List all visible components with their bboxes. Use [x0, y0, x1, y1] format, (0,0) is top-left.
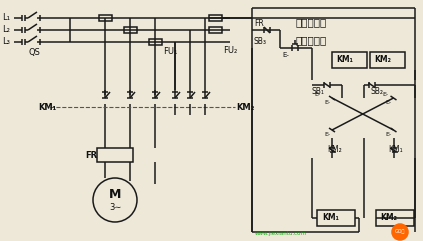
- Text: KM₁: KM₁: [336, 55, 353, 65]
- Text: KM₂: KM₂: [236, 102, 254, 112]
- Text: KM₁: KM₁: [38, 102, 56, 112]
- Circle shape: [392, 224, 408, 240]
- Bar: [148, 39, 162, 45]
- Text: FU₁: FU₁: [163, 47, 177, 56]
- Text: www.jiexiantu.com: www.jiexiantu.com: [255, 232, 307, 236]
- Bar: [99, 15, 112, 21]
- Bar: [370, 52, 405, 68]
- Bar: [317, 210, 355, 226]
- Text: 正反转控制: 正反转控制: [295, 35, 326, 45]
- Bar: [376, 210, 414, 226]
- Text: E-: E-: [314, 93, 320, 98]
- Text: FR: FR: [254, 20, 264, 28]
- Text: FR: FR: [85, 150, 97, 160]
- Bar: [124, 27, 137, 33]
- Text: GO玩: GO玩: [395, 229, 405, 234]
- Text: KM₂: KM₂: [374, 55, 391, 65]
- Text: 双重互锁的: 双重互锁的: [295, 17, 326, 27]
- Bar: [209, 27, 222, 33]
- Text: SB₃: SB₃: [254, 36, 267, 46]
- Text: KM₁: KM₁: [388, 146, 403, 154]
- Text: E-: E-: [385, 133, 392, 138]
- Bar: [209, 15, 222, 21]
- Text: KM₂: KM₂: [381, 214, 398, 222]
- Text: QS: QS: [28, 47, 40, 56]
- Text: FU₂: FU₂: [223, 46, 237, 55]
- Text: 3∼: 3∼: [109, 202, 121, 212]
- Text: E-: E-: [382, 93, 389, 98]
- Text: E-: E-: [324, 100, 330, 106]
- Text: L₂: L₂: [2, 26, 10, 34]
- Text: L₁: L₁: [2, 13, 10, 22]
- Text: L₃: L₃: [2, 38, 10, 47]
- Text: M: M: [109, 188, 121, 201]
- Text: SB₁: SB₁: [312, 87, 325, 96]
- Text: E-: E-: [324, 133, 330, 138]
- Text: KM₂: KM₂: [327, 146, 342, 154]
- Bar: [332, 52, 367, 68]
- Text: KM₁: KM₁: [322, 214, 339, 222]
- Text: E-: E-: [282, 52, 289, 58]
- Text: E-: E-: [385, 100, 392, 106]
- Bar: [97, 148, 133, 162]
- Text: SB₂: SB₂: [371, 87, 384, 96]
